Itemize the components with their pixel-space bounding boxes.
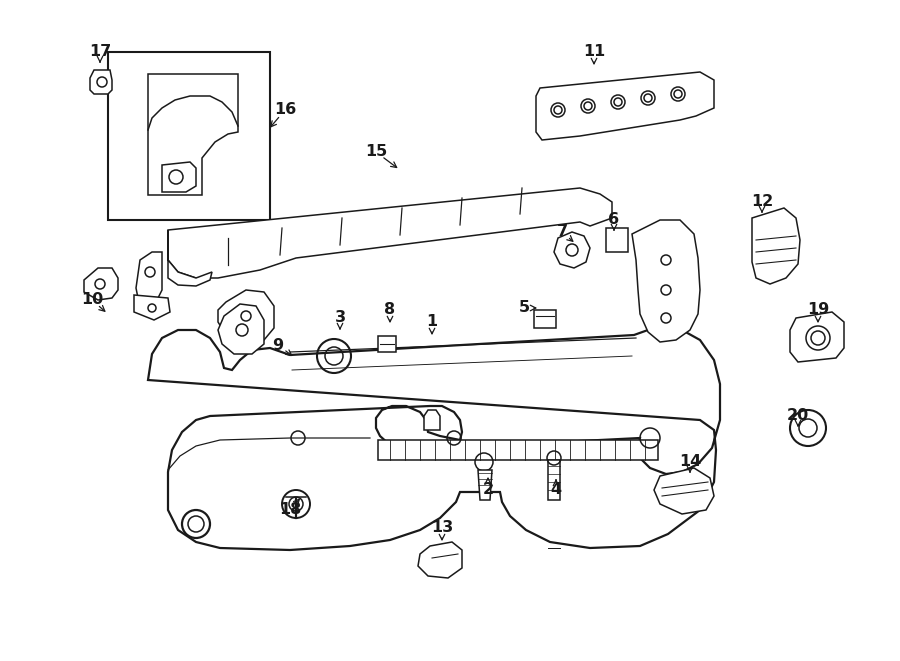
Polygon shape xyxy=(84,268,118,300)
Polygon shape xyxy=(218,290,274,344)
Polygon shape xyxy=(148,328,720,550)
Text: 9: 9 xyxy=(273,338,284,352)
Polygon shape xyxy=(168,230,212,286)
Text: 15: 15 xyxy=(364,145,387,159)
Polygon shape xyxy=(752,208,800,284)
Polygon shape xyxy=(606,228,628,252)
Text: 17: 17 xyxy=(89,44,111,59)
Text: 12: 12 xyxy=(751,194,773,210)
Polygon shape xyxy=(218,304,264,354)
Text: 4: 4 xyxy=(551,483,562,498)
Polygon shape xyxy=(378,440,658,460)
Polygon shape xyxy=(654,468,714,514)
Polygon shape xyxy=(554,232,590,268)
Bar xyxy=(108,52,270,220)
Text: 6: 6 xyxy=(608,212,619,227)
Text: 14: 14 xyxy=(679,455,701,469)
Polygon shape xyxy=(418,542,462,578)
Text: 11: 11 xyxy=(583,44,605,59)
Polygon shape xyxy=(90,70,112,94)
Polygon shape xyxy=(424,410,440,430)
Polygon shape xyxy=(162,162,196,192)
Polygon shape xyxy=(478,470,492,500)
Polygon shape xyxy=(534,310,556,328)
Text: 10: 10 xyxy=(81,293,104,307)
Text: 7: 7 xyxy=(556,225,568,239)
Text: 19: 19 xyxy=(807,303,829,317)
Text: 16: 16 xyxy=(274,102,296,118)
Text: 13: 13 xyxy=(431,520,453,535)
Text: 8: 8 xyxy=(384,303,396,317)
Polygon shape xyxy=(134,295,170,320)
Text: 2: 2 xyxy=(482,483,493,498)
Polygon shape xyxy=(168,188,612,278)
Text: 3: 3 xyxy=(335,311,346,325)
Polygon shape xyxy=(632,220,700,342)
Text: 18: 18 xyxy=(279,502,302,518)
Polygon shape xyxy=(378,336,396,352)
Text: 1: 1 xyxy=(427,315,437,329)
Polygon shape xyxy=(136,252,162,302)
Polygon shape xyxy=(536,72,714,140)
Text: 5: 5 xyxy=(518,301,529,315)
Polygon shape xyxy=(548,460,560,500)
Text: 20: 20 xyxy=(787,407,809,422)
Polygon shape xyxy=(790,312,844,362)
Polygon shape xyxy=(148,74,238,195)
